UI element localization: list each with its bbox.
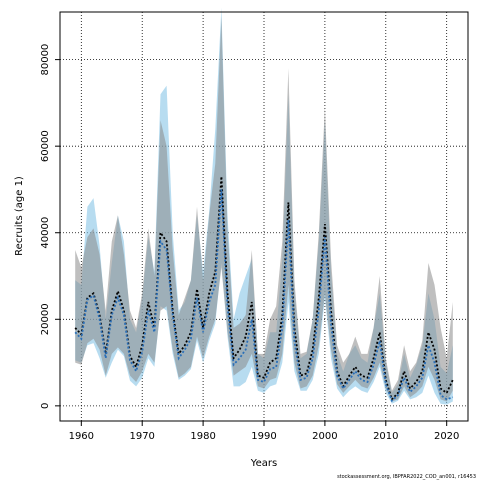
y-tick-label: 80000 <box>40 44 51 76</box>
axis-ticks: 1960 1970 1980 1990 2000 2010 2020 0 20000 40000 6… <box>40 44 459 442</box>
x-tick-label: 2010 <box>373 431 398 442</box>
x-tick-label: 2020 <box>434 431 459 442</box>
grid-lines <box>60 12 468 421</box>
y-tick-label: 60000 <box>40 130 51 162</box>
plot-frame <box>59 11 469 422</box>
y-tick-label: 0 <box>40 403 51 409</box>
y-axis-title: Recruits (age 1) <box>14 176 25 256</box>
source-footer: stockassessment.org, IBPFAR2022_COD_an00… <box>337 474 476 480</box>
y-tick-label: 40000 <box>40 217 51 249</box>
x-tick-label: 2000 <box>312 431 337 442</box>
x-tick-label: 1990 <box>251 431 276 442</box>
x-axis-title: Years <box>250 458 277 469</box>
x-tick-label: 1960 <box>69 431 94 442</box>
x-tick-label: 1970 <box>129 431 154 442</box>
x-tick-label: 1980 <box>190 431 215 442</box>
estimate-line-blue <box>74 189 454 403</box>
y-tick-label: 20000 <box>40 303 51 335</box>
confidence-bands <box>75 7 453 405</box>
band-grey <box>75 16 453 402</box>
estimate-lines <box>74 176 454 403</box>
